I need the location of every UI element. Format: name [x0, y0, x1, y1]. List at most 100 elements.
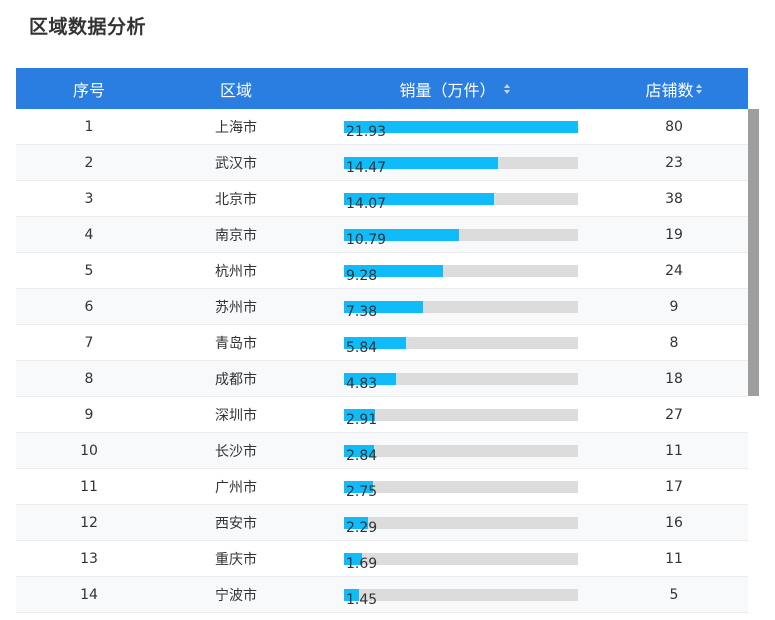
vertical-scrollbar[interactable]	[748, 109, 759, 396]
sales-value: 2.84	[346, 448, 378, 464]
cell-index: 4	[84, 226, 94, 243]
sales-value: 1.69	[346, 556, 378, 572]
sales-value: 9.28	[346, 268, 378, 284]
table-row: 4 南京市 10.79 19	[16, 217, 748, 253]
cell-stores: 8	[669, 334, 679, 351]
sales-bar-track	[344, 517, 578, 529]
cell-index: 5	[84, 262, 94, 279]
sales-value: 14.47	[346, 160, 387, 176]
cell-index: 8	[84, 370, 94, 387]
table-row: 10 长沙市 2.84 11	[16, 433, 748, 469]
column-header-label: 店铺数	[645, 80, 694, 100]
sales-value: 7.38	[346, 304, 378, 320]
sales-bar-fill	[344, 481, 374, 493]
table-header: 序号 区域 销量（万件） 店铺数	[16, 68, 748, 109]
region-sales-table: 序号 区域 销量（万件） 店铺数 1 上海市 21.93 80 2 武汉市 14.47 23 3…	[16, 68, 748, 620]
sales-bar-track	[344, 193, 578, 205]
cell-region: 武汉市	[215, 155, 257, 172]
sales-bar-fill	[344, 409, 376, 421]
table-row: 5 杭州市 9.28 24	[16, 253, 748, 289]
table-row: 11 广州市 2.75 17	[16, 469, 748, 505]
table-row: 7 青岛市 5.84 8	[16, 325, 748, 361]
cell-stores: 17	[665, 478, 683, 495]
table-row: 1 上海市 21.93 80	[16, 109, 748, 145]
sales-bar-fill	[344, 337, 407, 349]
cell-index: 13	[80, 550, 98, 567]
table-row: 2 武汉市 14.47 23	[16, 145, 748, 181]
cell-region: 南京市	[215, 227, 257, 244]
sales-value: 1.45	[346, 592, 378, 608]
sales-bar-fill	[344, 229, 460, 241]
column-header-stores[interactable]: 店铺数	[600, 77, 748, 101]
sales-bar-fill	[344, 193, 495, 205]
cell-stores: 16	[665, 514, 683, 531]
cell-stores: 19	[665, 226, 683, 243]
cell-sales: 4.83	[310, 361, 600, 396]
cell-region: 青岛市	[215, 335, 257, 352]
table-row: 6 苏州市 7.38 9	[16, 289, 748, 325]
cell-stores: 27	[665, 406, 683, 423]
cell-index: 7	[84, 334, 94, 351]
cell-index: 9	[84, 406, 94, 423]
sales-value: 21.93	[346, 124, 387, 140]
cell-region: 宁波市	[215, 587, 257, 604]
column-header-region: 区域	[162, 77, 310, 101]
cell-index: 2	[84, 154, 94, 171]
cell-sales: 14.07	[310, 181, 600, 216]
cell-region: 杭州市	[215, 263, 257, 280]
cell-index: 14	[80, 586, 98, 603]
cell-region: 广州市	[215, 479, 257, 496]
sales-bar-fill	[344, 301, 423, 313]
table-row: 12 西安市 2.29 16	[16, 505, 748, 541]
sales-bar-fill	[344, 373, 396, 385]
sales-value: 2.75	[346, 484, 378, 500]
column-header-sales[interactable]: 销量（万件）	[310, 77, 600, 101]
cell-sales: 5.84	[310, 325, 600, 360]
table-row: 9 深圳市 2.91 27	[16, 397, 748, 433]
sales-value: 4.83	[346, 376, 378, 392]
sales-bar-fill	[344, 445, 375, 457]
cell-sales: 2.91	[310, 397, 600, 432]
cell-index: 1	[84, 118, 94, 135]
table-body: 1 上海市 21.93 80 2 武汉市 14.47 23 3 北京市 14.07 38 4 南京市 10.…	[16, 109, 748, 613]
sales-bar-fill	[344, 517, 369, 529]
cell-stores: 11	[665, 442, 683, 459]
cell-index: 10	[80, 442, 98, 459]
sales-bar-track	[344, 445, 578, 457]
cell-stores: 11	[665, 550, 683, 567]
sort-icon[interactable]	[695, 83, 703, 94]
cell-stores: 9	[669, 298, 679, 315]
sales-bar-fill	[344, 157, 499, 169]
sales-value: 5.84	[346, 340, 378, 356]
sales-bar-track	[344, 553, 578, 565]
cell-index: 3	[84, 190, 94, 207]
cell-region: 苏州市	[215, 299, 257, 316]
sort-icon[interactable]	[503, 83, 511, 94]
cell-sales: 2.75	[310, 469, 600, 504]
sales-value: 2.91	[346, 412, 378, 428]
sales-bar-fill	[344, 589, 360, 601]
cell-stores: 23	[665, 154, 683, 171]
cell-sales: 14.47	[310, 145, 600, 180]
sales-bar-track	[344, 589, 578, 601]
column-header-label: 区域	[219, 80, 252, 100]
sales-bar-track	[344, 301, 578, 313]
cell-region: 重庆市	[215, 551, 257, 568]
cell-sales: 2.84	[310, 433, 600, 468]
sales-bar-track	[344, 409, 578, 421]
sales-value: 14.07	[346, 196, 387, 212]
cell-stores: 38	[665, 190, 683, 207]
cell-sales: 1.69	[310, 541, 600, 576]
sales-value: 2.29	[346, 520, 378, 536]
cell-sales: 2.29	[310, 505, 600, 540]
sales-value: 10.79	[346, 232, 387, 248]
cell-stores: 24	[665, 262, 683, 279]
table-row: 3 北京市 14.07 38	[16, 181, 748, 217]
table-row: 13 重庆市 1.69 11	[16, 541, 748, 577]
table-row: 8 成都市 4.83 18	[16, 361, 748, 397]
cell-sales: 21.93	[310, 109, 600, 144]
column-header-label: 序号	[72, 80, 105, 100]
cell-region: 长沙市	[215, 443, 257, 460]
cell-region: 北京市	[215, 191, 257, 208]
cell-region: 深圳市	[215, 407, 257, 424]
